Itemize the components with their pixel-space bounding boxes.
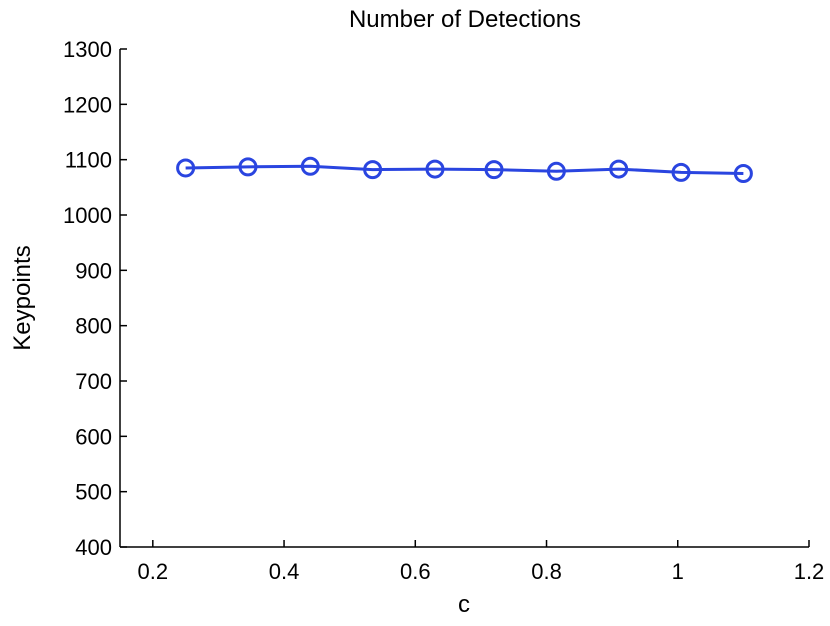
y-tick-label: 500 <box>75 480 112 505</box>
data-point <box>300 156 320 176</box>
data-point <box>484 160 504 180</box>
y-ticks: 400 500 600 700 800 900 1000 1100 1200 1300 <box>63 37 127 560</box>
chart-title: Number of Detections <box>349 6 581 33</box>
y-tick-label: 400 <box>75 535 112 560</box>
y-tick-label: 800 <box>75 314 112 339</box>
y-axis-title: Keypoints <box>9 245 36 350</box>
data-point <box>546 161 566 181</box>
data-point <box>238 157 258 177</box>
series-line <box>185 164 744 175</box>
y-tick-label: 1100 <box>65 148 112 173</box>
x-tick-label: 0.8 <box>531 559 562 584</box>
data-point <box>609 159 629 179</box>
y-tick-label: 700 <box>75 369 112 394</box>
data-point <box>363 160 383 180</box>
x-tick-label: 0.2 <box>138 559 169 584</box>
x-axis-title: c <box>458 591 470 618</box>
data-point <box>733 164 753 183</box>
data-point <box>671 162 691 182</box>
x-tick-label: 0.4 <box>269 559 300 584</box>
x-ticks: 0.2 0.4 0.6 0.8 1 1.2 <box>138 540 825 584</box>
data-point <box>176 158 196 178</box>
y-tick-label: 1200 <box>63 92 112 117</box>
x-tick-label: 1.2 <box>794 559 825 584</box>
plot-area <box>119 49 809 548</box>
y-tick-label: 1000 <box>63 203 112 228</box>
x-tick-label: 0.6 <box>400 559 431 584</box>
data-point <box>425 159 445 179</box>
x-tick-label: 1 <box>672 559 684 584</box>
y-tick-label: 600 <box>75 424 112 449</box>
y-tick-label: 1300 <box>63 37 112 62</box>
y-tick-label: 900 <box>75 258 112 283</box>
series-layer <box>176 156 753 183</box>
